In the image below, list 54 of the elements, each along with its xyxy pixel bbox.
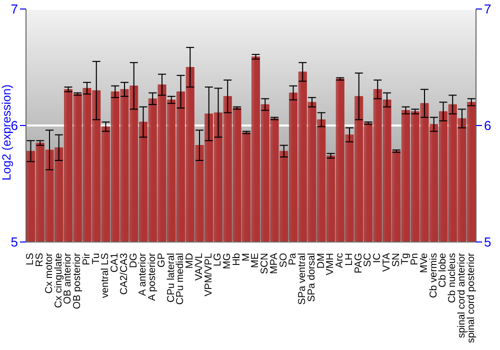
y-tick-label: 7 (10, 2, 18, 17)
x-tick-label: Arc (334, 253, 346, 268)
x-tick-label: RS (34, 252, 46, 267)
x-tick-label: MVe (418, 252, 430, 274)
x-tick-label: LS (25, 252, 36, 266)
x-tick-label: Cb vermis (428, 253, 440, 298)
x-tick-label: M (240, 253, 252, 262)
x-tick-label: GP (156, 252, 168, 268)
x-tick-label: SCN (260, 253, 271, 274)
x-tick-label: Pir (81, 252, 92, 266)
x-tick-label: CPu medial (175, 253, 186, 305)
x-tick-label: VA/VL (194, 252, 205, 281)
x-tick-label: VTA (381, 252, 392, 272)
x-tick-label: MG (222, 252, 234, 270)
x-tick-label: A anterior (138, 252, 149, 296)
x-tick-label: IC (372, 253, 384, 263)
x-tick-label: CA2/CA3 (118, 252, 130, 295)
x-tick-label: Pa (288, 252, 299, 266)
y-tick-label: 5 (10, 234, 18, 250)
x-tick-label: ventral LS (100, 252, 112, 298)
x-tick-label: spinal cord anterior (456, 252, 468, 338)
y2-tick-label: 7 (484, 2, 492, 17)
x-tick-label: LH (344, 253, 355, 266)
x-tick-label: Tu (90, 253, 102, 264)
x-tick-label: CPu lateral (166, 253, 177, 302)
x-tick-label: VPM/VPL (203, 252, 214, 296)
y2-tick-label: 5 (484, 234, 492, 250)
x-tick-label: LG (212, 252, 224, 266)
x-tick-label: OB anterior (62, 252, 74, 304)
x-tick-label: Pn (410, 253, 421, 266)
x-tick-label: Cx cingulate (53, 252, 64, 308)
x-tick-label: SO (278, 252, 290, 268)
x-tick-label: A posterior (147, 252, 158, 301)
x-tick-label: MPA (268, 252, 280, 274)
x-tick-label: Cb lobe (438, 252, 449, 288)
y2-tick-label: 6 (484, 118, 492, 134)
x-tick-label: Hb (231, 252, 242, 266)
y-axis-title: Log2 (expression) (0, 84, 14, 180)
x-tick-label: DG (128, 252, 140, 268)
x-tick-label: PAG (353, 252, 364, 274)
x-tick-label: spinal cord posterior (466, 252, 477, 344)
x-tick-label: MD (184, 253, 196, 269)
x-tick-label: SC (362, 253, 374, 267)
x-tick-label: Cb nucleus (447, 253, 458, 304)
x-tick-label: Tg (400, 253, 412, 265)
x-tick-label: DM (316, 253, 327, 269)
x-tick-label: ME (250, 252, 262, 268)
x-tick-label: OB posterior (72, 252, 84, 310)
x-tick-label: CA1 (110, 252, 121, 272)
x-tick-label: Cx motor (44, 252, 55, 294)
x-tick-label: SPa dorsal (306, 253, 318, 302)
x-tick-label: SPa ventral (297, 253, 308, 305)
x-tick-label: SN (390, 253, 402, 267)
x-tick-label: VMH (325, 253, 336, 276)
